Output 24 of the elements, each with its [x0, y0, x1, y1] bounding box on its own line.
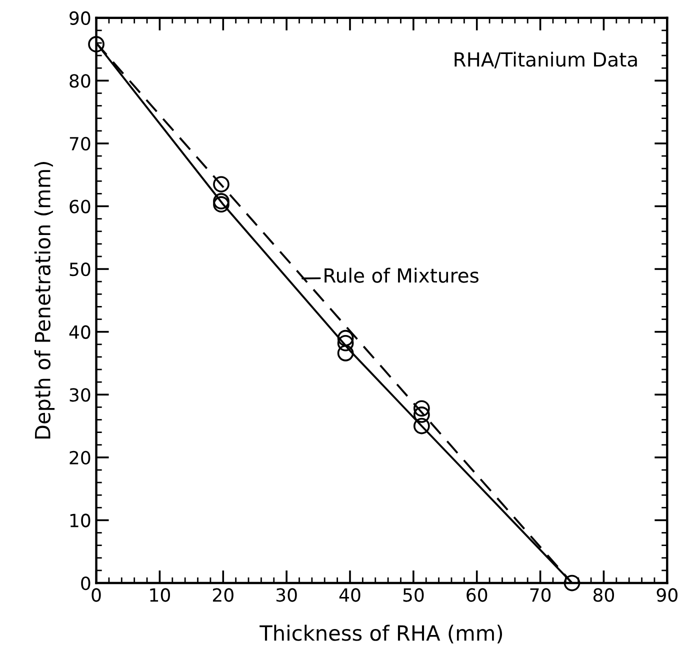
x-tick-label: 20 — [212, 588, 234, 602]
y-tick-label: 50 — [70, 262, 90, 276]
y-tick-label: 0 — [81, 576, 90, 590]
y-axis-title: Depth of Penetration (mm) — [34, 162, 55, 439]
x-tick-label: 10 — [150, 588, 170, 602]
x-tick-label: 60 — [466, 588, 488, 602]
x-tick-label: 30 — [276, 588, 297, 602]
y-tick-label: 20 — [70, 450, 90, 465]
y-tick-label: 60 — [70, 200, 90, 214]
y-tick-label: 90 — [70, 11, 90, 25]
x-tick-label: 70 — [530, 588, 551, 602]
x-tick-label: 40 — [339, 588, 360, 602]
x-tick-label: 50 — [403, 588, 424, 602]
y-tick-label: 10 — [70, 514, 90, 528]
text: RHA/Titanium Data — [454, 52, 637, 68]
y-tick-label: 70 — [70, 136, 90, 151]
y-tick-label: 30 — [70, 388, 90, 402]
x-tick-label: 80 — [593, 588, 614, 602]
x-axis-title: Thickness of RHA (mm) — [260, 624, 502, 644]
y-tick-label: 80 — [70, 74, 90, 88]
annotation: Rule of Mixtures — [324, 268, 478, 283]
y-tick-label: 40 — [69, 325, 90, 339]
x-tick-label: 90 — [656, 588, 678, 602]
x-tick-label: 0 — [92, 588, 101, 602]
